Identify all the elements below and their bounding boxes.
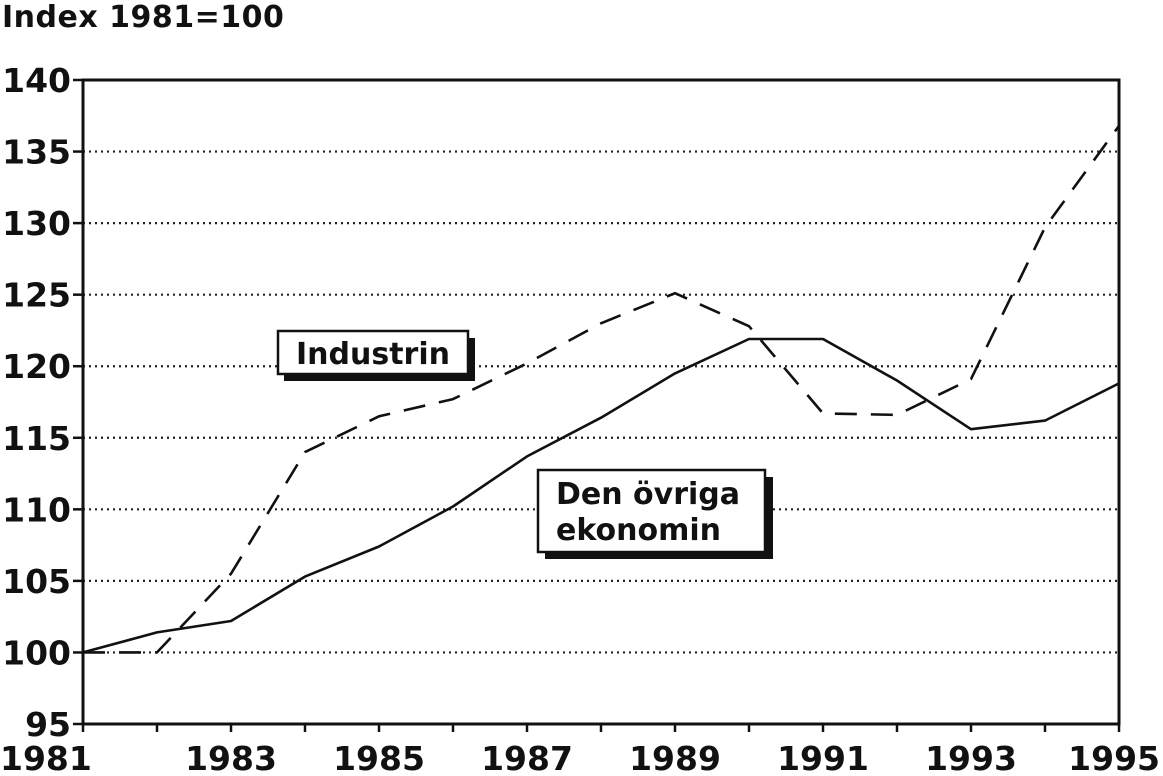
x-tick-label-1983: 1983 [185, 739, 277, 776]
y-tick-label-115: 115 [2, 419, 71, 458]
y-axis-ticks: 95 100 105 110 115 120 125 130 135 140 [2, 61, 83, 744]
x-axis-ticks: 1981 1983 1985 1987 1989 1991 1993 1995 [0, 724, 1160, 776]
x-tick-label-1995: 1995 [1068, 739, 1160, 776]
y-axis-title: Index 1981=100 [2, 0, 285, 35]
x-tick-label-1991: 1991 [777, 739, 869, 776]
series-lines [82, 125, 1121, 654]
annotation-ovriga: Den övriga ekonomin [536, 468, 773, 559]
y-tick-label-135: 135 [2, 133, 71, 172]
annotation-industrin-label: Industrin [296, 337, 450, 372]
x-tick-label-1989: 1989 [629, 739, 721, 776]
annotation-ovriga-label-line1: Den övriga [556, 477, 740, 512]
series-line-industrin [83, 125, 1121, 654]
y-tick-label-120: 120 [2, 347, 71, 386]
annotation-industrin-box [276, 329, 470, 376]
gridlines [83, 150, 1119, 654]
y-tick-label-95: 95 [25, 705, 71, 744]
y-tick-label-105: 105 [2, 562, 71, 601]
y-tick-label-100: 100 [2, 633, 71, 672]
series-line-ovriga-ekonomin [82, 337, 1120, 654]
plot-frame [81, 78, 1121, 726]
annotation-ovriga-label-line2: ekonomin [556, 513, 721, 548]
y-tick-label-130: 130 [2, 204, 71, 243]
annotation-industrin: Industrin [276, 329, 475, 381]
y-tick-label-110: 110 [2, 490, 71, 529]
x-tick-label-1981: 1981 [0, 739, 92, 776]
x-tick-label-1985: 1985 [333, 739, 425, 776]
x-tick-label-1993: 1993 [925, 739, 1017, 776]
x-tick-label-1987: 1987 [481, 739, 573, 776]
annotation-ovriga-box [536, 468, 767, 554]
y-tick-label-125: 125 [2, 276, 71, 315]
y-tick-label-140: 140 [2, 61, 71, 100]
